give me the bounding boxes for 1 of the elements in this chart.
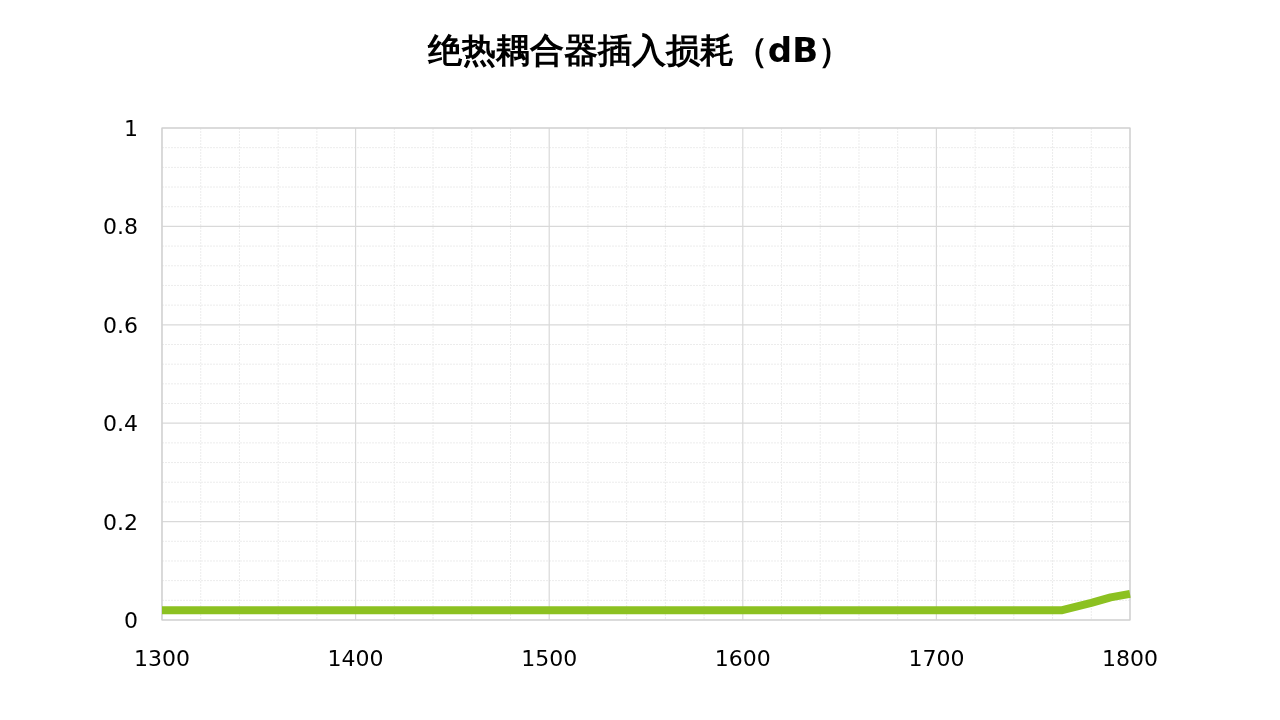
title: 绝热耦合器插入损耗（dB） — [427, 30, 853, 70]
